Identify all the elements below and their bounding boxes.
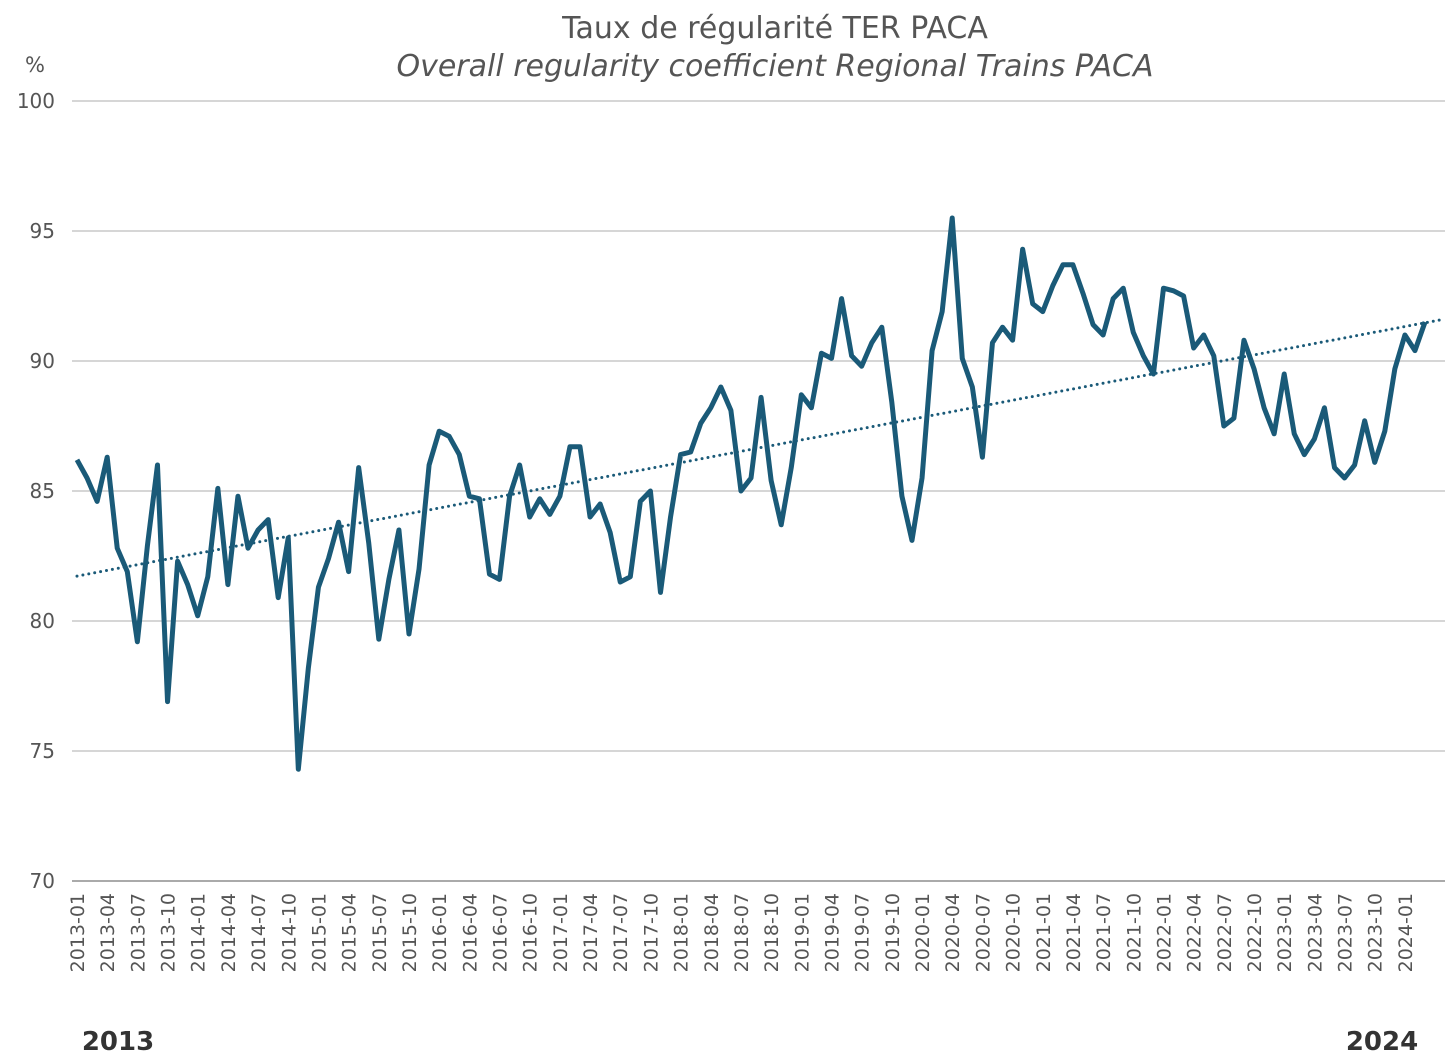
x-tick-label: 2020-10 [1003,893,1025,972]
chart-subtitle: Overall regularity coefficient Regional … [396,49,1153,84]
x-tick-label: 2018-01 [671,893,693,972]
x-tick-label: 2015-04 [339,893,361,972]
x-tick-label: 2022-10 [1244,893,1266,972]
x-tick-label: 2019-04 [822,893,844,972]
x-tick-label: 2013-04 [97,893,119,972]
x-tick-label: 2014-10 [278,893,300,972]
y-tick-label: 85 [30,479,55,503]
x-tick-label: 2022-07 [1214,893,1236,972]
x-tick-label: 2017-07 [610,893,632,972]
chart-title: Taux de régularité TER PACA [561,11,988,46]
x-tick-label: 2020-04 [942,893,964,972]
x-tick-label: 2021-01 [1033,893,1055,972]
x-tick-label: 2021-07 [1093,893,1115,972]
annotation: 2013 [82,1027,154,1053]
x-tick-label: 2021-10 [1123,893,1145,972]
x-tick-label: 2016-04 [459,893,481,972]
y-tick-label: 95 [30,219,55,243]
x-tick-label: 2016-01 [429,893,451,972]
x-tick-label: 2017-01 [550,893,572,972]
x-tick-label: 2018-10 [761,893,783,972]
data-line [74,215,1428,772]
x-tick-label: 2014-01 [188,893,210,972]
x-tick-label: 2016-07 [490,893,512,972]
x-tick-label: 2023-10 [1365,893,1387,972]
x-tick-label: 2015-01 [308,893,330,972]
x-tick-label: 2020-07 [972,893,994,972]
x-tick-label: 2017-10 [640,893,662,972]
y-tick-label: 80 [30,609,55,633]
x-tick-label: 2013-01 [67,893,89,972]
x-tick-label: 2014-04 [218,893,240,972]
x-tick-label: 2019-01 [791,893,813,972]
x-tick-label: 2022-01 [1153,893,1175,972]
y-tick-label: 100 [17,89,55,113]
x-tick-label: 2022-04 [1184,893,1206,972]
x-tick-label: 2013-07 [127,893,149,972]
annotation: 2024 [1346,1027,1418,1053]
y-tick-label: 70 [30,869,55,893]
x-tick-label: 2024-01 [1395,893,1417,972]
x-tick-label: 2023-04 [1304,893,1326,972]
x-tick-label: 2018-07 [731,893,753,972]
x-tick-label: 2015-07 [369,893,391,972]
y-axis-label: % [25,53,45,77]
trend-line [75,317,1445,578]
x-tick-label: 2013-10 [158,893,180,972]
x-tick-label: 2015-10 [399,893,421,972]
y-tick-label: 75 [30,739,55,763]
x-tick-label: 2023-01 [1274,893,1296,972]
x-tick-label: 2018-04 [701,893,723,972]
x-tick-label: 2019-07 [852,893,874,972]
x-tick-label: 2020-01 [912,893,934,972]
x-tick-label: 2023-07 [1335,893,1357,972]
y-tick-label: 90 [30,349,55,373]
x-tick-label: 2019-10 [882,893,904,972]
x-tick-label: 2014-07 [248,893,270,972]
x-tick-label: 2021-04 [1063,893,1085,972]
x-tick-label: 2016-10 [520,893,542,972]
x-tick-label: 2017-04 [580,893,602,972]
